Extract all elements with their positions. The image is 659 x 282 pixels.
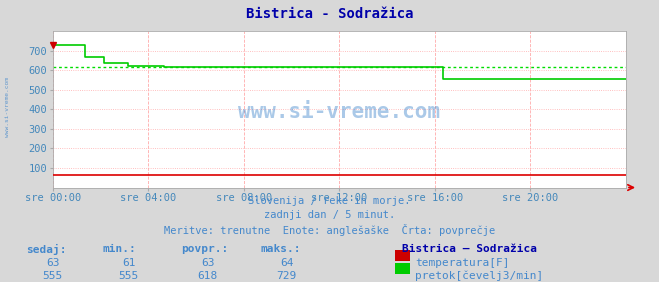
Text: zadnji dan / 5 minut.: zadnji dan / 5 minut. (264, 210, 395, 220)
Text: 555: 555 (119, 271, 138, 281)
Text: 618: 618 (198, 271, 217, 281)
Text: Meritve: trenutne  Enote: anglešaške  Črta: povprečje: Meritve: trenutne Enote: anglešaške Črta… (164, 224, 495, 236)
Text: 729: 729 (277, 271, 297, 281)
Text: Bistrica – Sodražica: Bistrica – Sodražica (402, 244, 537, 254)
Text: Slovenija / reke in morje.: Slovenija / reke in morje. (248, 196, 411, 206)
Text: min.:: min.: (102, 244, 136, 254)
Text: 555: 555 (43, 271, 63, 281)
Text: pretok[čevelj3/min]: pretok[čevelj3/min] (415, 271, 544, 281)
Text: povpr.:: povpr.: (181, 244, 229, 254)
Text: sedaj:: sedaj: (26, 244, 67, 255)
Text: 63: 63 (201, 258, 214, 268)
Text: Bistrica - Sodražica: Bistrica - Sodražica (246, 7, 413, 21)
Text: www.si-vreme.com: www.si-vreme.com (5, 77, 11, 137)
Text: 63: 63 (46, 258, 59, 268)
Text: www.si-vreme.com: www.si-vreme.com (239, 102, 440, 122)
Text: maks.:: maks.: (260, 244, 301, 254)
Text: 61: 61 (122, 258, 135, 268)
Text: temperatura[F]: temperatura[F] (415, 258, 509, 268)
Text: 64: 64 (280, 258, 293, 268)
